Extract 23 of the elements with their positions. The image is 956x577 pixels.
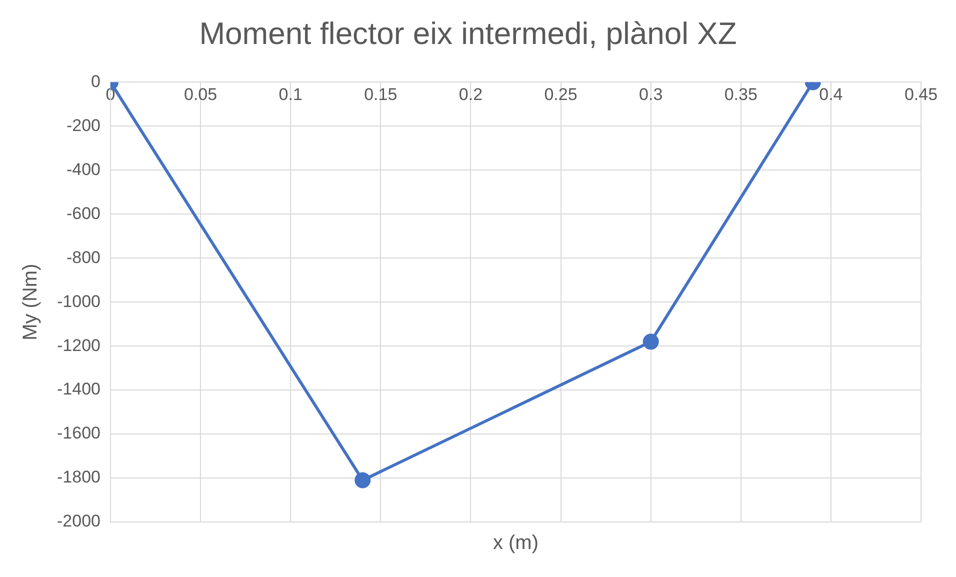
y-tick-label: -2000 [56, 512, 100, 531]
x-tick-label: 0.25 [544, 85, 578, 104]
y-tick-label: -1400 [56, 380, 100, 399]
y-tick-label: -400 [66, 160, 100, 179]
y-tick-label: -200 [66, 116, 100, 135]
x-tick-label: 0.2 [458, 85, 483, 104]
x-tick-label: 0.45 [904, 85, 938, 104]
x-tick-label: 0.1 [278, 85, 302, 104]
x-tick-label: 0.35 [724, 85, 758, 104]
y-tick-label: -1000 [56, 292, 100, 311]
y-tick-label: -1200 [56, 336, 100, 355]
x-axis-title: x (m) [492, 532, 539, 555]
y-tick-label: -1800 [56, 468, 100, 487]
x-tick-label: 0.15 [364, 85, 398, 104]
y-tick-label: -600 [66, 204, 100, 223]
x-tick-label: 0.3 [639, 85, 663, 104]
chart-title: Moment flector eix intermedi, plànol XZ [199, 16, 737, 52]
x-tick-label: 0.4 [819, 85, 843, 104]
y-tick-label: 0 [91, 72, 100, 91]
x-tick-label: 0.05 [184, 85, 218, 104]
y-axis-title: My (Nm) [20, 264, 42, 340]
y-tick-label: -800 [66, 248, 100, 267]
y-tick-label: -1600 [56, 424, 100, 443]
